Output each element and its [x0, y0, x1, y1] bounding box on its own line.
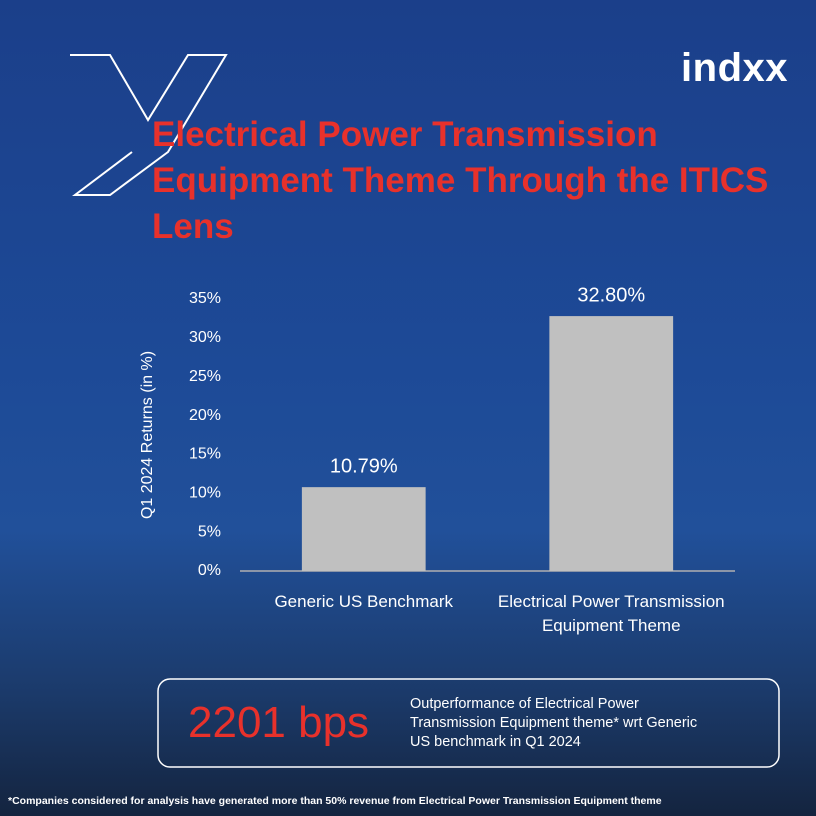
- footnote: *Companies considered for analysis have …: [8, 795, 662, 807]
- logo-outline: [70, 54, 228, 196]
- x-tick-label: Generic US Benchmark: [274, 592, 454, 611]
- y-tick-label: 5%: [198, 523, 221, 540]
- x-tick-label: Electrical Power Transmission Equipment …: [497, 592, 725, 635]
- bar: [549, 316, 674, 571]
- callout-value: 2201 bps: [188, 698, 370, 747]
- bar: [301, 487, 426, 571]
- y-tick-label: 25%: [189, 368, 221, 385]
- value-label: 32.80%: [577, 284, 645, 306]
- y-tick-label: 35%: [189, 290, 221, 307]
- callout-text: Outperformance of Electrical Power Trans…: [410, 696, 698, 750]
- value-label: 10.79%: [330, 455, 398, 477]
- y-tick-label: 15%: [189, 446, 221, 463]
- brand-logo: indxx: [681, 46, 788, 90]
- chart-title: Electrical Power Transmission Equipment …: [152, 115, 769, 246]
- y-tick-label: 30%: [189, 329, 221, 346]
- y-tick-label: 10%: [189, 485, 221, 502]
- y-tick-label: 20%: [189, 407, 221, 424]
- y-axis-label: Q1 2024 Returns (in %): [139, 351, 156, 519]
- y-tick-label: 0%: [198, 562, 221, 579]
- callout-box: [157, 678, 780, 768]
